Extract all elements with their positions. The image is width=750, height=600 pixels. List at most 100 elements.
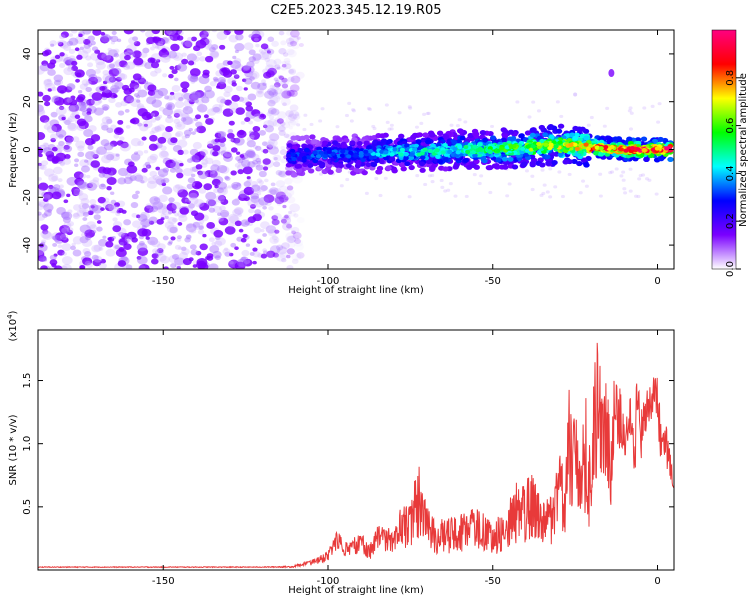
heatmap-ridge-cell	[376, 141, 383, 146]
heatmap-noise-cell	[118, 238, 128, 246]
heatmap-noise-cell	[608, 171, 613, 175]
heatmap-noise-cell	[70, 95, 76, 100]
heatmap-noise-cell	[76, 180, 87, 189]
heatmap-noise-cell	[101, 52, 112, 61]
heatmap-noise-cell	[453, 194, 458, 198]
heatmap-noise-cell	[241, 249, 250, 257]
heatmap-ridge-cell	[487, 149, 493, 154]
heatmap-noise-cell	[116, 140, 124, 146]
heatmap-ridge-cell	[392, 147, 398, 152]
heatmap-noise-cell	[63, 199, 69, 204]
heatmap-noise-cell	[214, 255, 221, 261]
heatmap-noise-cell	[98, 262, 107, 269]
heatmap-noise-cell	[212, 250, 222, 259]
heatmap-noise-cell	[251, 109, 261, 117]
heatmap-noise-cell	[74, 47, 80, 52]
heatmap-x-tick-label: -150	[152, 276, 175, 287]
heatmap-ridge-cell	[342, 157, 349, 163]
heatmap-noise-cell	[230, 137, 237, 143]
heatmap-noise-cell	[230, 69, 237, 75]
heatmap-noise-cell	[622, 187, 627, 191]
heatmap-ridge-cell	[572, 142, 578, 147]
heatmap-noise-cell	[82, 248, 91, 255]
heatmap-noise-cell	[292, 77, 299, 83]
heatmap-noise-cell	[165, 125, 173, 133]
heatmap-noise-cell	[198, 170, 209, 180]
heatmap-noise-cell	[219, 209, 230, 218]
heatmap-noise-cell	[154, 116, 161, 121]
heatmap-noise-cell	[48, 173, 59, 182]
heatmap-ridge-cell	[296, 163, 303, 169]
heatmap-noise-cell	[112, 67, 122, 75]
heatmap-noise-cell	[280, 64, 288, 71]
heatmap-noise-cell	[275, 79, 280, 84]
heatmap-ridge-cell	[472, 144, 478, 149]
heatmap-noise-cell	[236, 151, 241, 155]
heatmap-noise-cell	[68, 103, 80, 112]
heatmap-noise-cell	[111, 236, 116, 240]
heatmap-noise-cell	[137, 228, 148, 237]
heatmap-noise-cell	[174, 212, 179, 217]
heatmap-noise-cell	[205, 198, 215, 207]
heatmap-noise-cell	[124, 54, 131, 61]
heatmap-ridge-cell	[508, 144, 514, 149]
heatmap-ridge-cell	[555, 128, 563, 134]
heatmap-noise-cell	[49, 59, 57, 65]
heatmap-noise-cell	[85, 151, 96, 160]
heatmap-noise-cell	[190, 210, 199, 217]
heatmap-noise-cell	[266, 111, 273, 117]
heatmap-noise-cell	[212, 106, 221, 113]
heatmap-noise-cell	[77, 145, 85, 152]
heatmap-noise-cell	[43, 168, 55, 177]
heatmap-noise-cell	[168, 255, 179, 264]
heatmap-noise-cell	[268, 139, 278, 147]
heatmap-noise-cell	[186, 158, 193, 163]
heatmap-noise-cell	[148, 143, 158, 151]
heatmap-ridge-cell	[528, 147, 534, 152]
heatmap-ridge-cell	[295, 168, 303, 174]
heatmap-noise-cell	[175, 130, 184, 138]
heatmap-noise-cell	[586, 123, 591, 127]
heatmap-noise-cell	[198, 187, 207, 194]
heatmap-noise-cell	[181, 41, 186, 45]
heatmap-noise-cell	[290, 226, 300, 234]
heatmap-noise-cell	[117, 167, 129, 177]
heatmap-noise-cell	[252, 251, 261, 258]
heatmap-ridge-cell	[338, 163, 345, 169]
heatmap-ridge-cell	[476, 142, 483, 147]
heatmap-noise-cell	[217, 195, 227, 202]
heatmap-noise-cell	[581, 179, 586, 183]
heatmap-noise-cell	[97, 196, 106, 204]
heatmap-noise-cell	[110, 41, 116, 45]
heatmap-ridge-cell	[623, 148, 629, 153]
heatmap-noise-cell	[280, 158, 287, 164]
heatmap-noise-cell	[93, 244, 103, 252]
heatmap-noise-cell	[160, 54, 171, 63]
heatmap-noise-cell	[61, 116, 66, 121]
heatmap-noise-cell	[93, 107, 104, 116]
heatmap-noise-cell	[123, 176, 133, 185]
heatmap-noise-cell	[181, 113, 190, 121]
heatmap-noise-cell	[148, 220, 155, 225]
heatmap-noise-cell	[384, 103, 389, 107]
heatmap-noise-cell	[224, 251, 231, 257]
heatmap-noise-cell	[38, 182, 49, 191]
heatmap-noise-cell	[47, 186, 57, 194]
heatmap-noise-cell	[210, 44, 219, 50]
heatmap-ridge-cell	[435, 154, 441, 160]
heatmap-noise-cell	[137, 175, 148, 184]
heatmap-noise-cell	[251, 185, 262, 194]
heatmap-noise-cell	[277, 75, 282, 79]
snr-x-tick-label: 0	[654, 576, 660, 587]
heatmap-noise-cell	[108, 76, 117, 83]
heatmap-noise-cell	[243, 180, 252, 187]
heatmap-noise-cell	[103, 151, 115, 161]
heatmap-noise-cell	[148, 208, 156, 214]
heatmap-noise-cell	[285, 232, 296, 241]
heatmap-noise-cell	[268, 89, 279, 97]
heatmap-noise-cell	[137, 89, 148, 98]
heatmap-ridge-cell	[598, 151, 605, 157]
heatmap-noise-cell	[48, 184, 54, 190]
colorbar	[711, 29, 737, 270]
heatmap-noise-cell	[49, 40, 57, 47]
